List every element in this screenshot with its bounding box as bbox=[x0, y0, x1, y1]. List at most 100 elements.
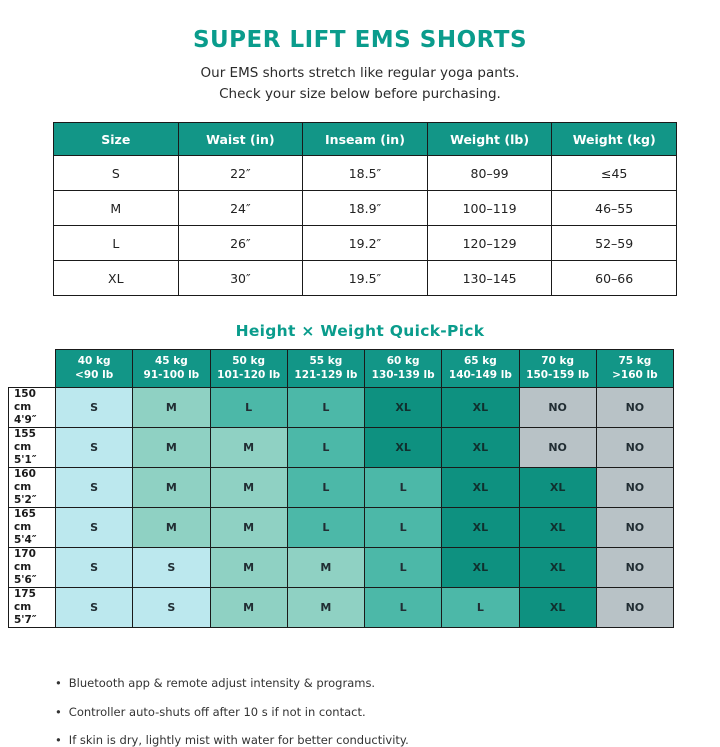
matrix-row-header: 165 cm 5'4″ bbox=[8, 507, 56, 548]
size-table-cell: 24″ bbox=[177, 190, 304, 226]
matrix-row: 175 cm 5'7″ S S M M L L XL NO bbox=[8, 587, 675, 628]
matrix-row-header-ft: 5'7″ bbox=[14, 614, 37, 626]
matrix-size-cell: L bbox=[363, 467, 443, 508]
quickpick-matrix: 40 kg <90 lb 45 kg 91-100 lb 50 kg 101-120 lb… bbox=[8, 349, 675, 628]
notes-list: • Bluetooth app & remote adjust intensity… bbox=[55, 676, 720, 747]
size-table-cell: 26″ bbox=[177, 225, 304, 261]
matrix-row-header-cm: 175 cm bbox=[14, 588, 36, 613]
matrix-size-cell: M bbox=[209, 547, 288, 588]
matrix-size-cell: NO bbox=[595, 507, 675, 548]
size-table-cell: 18.5″ bbox=[302, 155, 428, 191]
matrix-col-header-kg: 40 kg bbox=[77, 355, 111, 367]
size-table-body: S 22″ 18.5″ 80–99 ≤45 M 24″ 18.9″ 100–119 46–55 L 2… bbox=[53, 155, 677, 296]
matrix-row-header-cm: 150 cm bbox=[14, 388, 36, 413]
matrix-col-header-kg: 55 kg bbox=[309, 355, 343, 367]
matrix-size-cell: XL bbox=[518, 507, 597, 548]
matrix-size-cell: M bbox=[286, 547, 366, 588]
matrix-size-cell: S bbox=[54, 427, 134, 468]
matrix-row-header-cm: 160 cm bbox=[14, 468, 36, 493]
matrix-row: 170 cm 5'6″ S S M M L XL XL NO bbox=[8, 547, 675, 588]
size-table-cell: 60–66 bbox=[551, 260, 677, 296]
matrix-row-header-ft: 5'1″ bbox=[14, 454, 37, 466]
matrix-size-cell: M bbox=[209, 467, 288, 508]
matrix-size-cell: S bbox=[54, 587, 134, 628]
size-table-cell: 52–59 bbox=[551, 225, 677, 261]
size-table-row: S 22″ 18.5″ 80–99 ≤45 bbox=[53, 155, 677, 191]
matrix-row: 165 cm 5'4″ S M M L L XL XL NO bbox=[8, 507, 675, 548]
matrix-size-cell: XL bbox=[518, 547, 597, 588]
quickpick-matrix-header: 40 kg <90 lb 45 kg 91-100 lb 50 kg 101-120 lb… bbox=[8, 349, 675, 388]
matrix-size-cell: S bbox=[54, 467, 134, 508]
bullet-glyph: • bbox=[55, 676, 62, 690]
matrix-size-cell: NO bbox=[595, 427, 675, 468]
matrix-size-cell: NO bbox=[518, 387, 597, 428]
size-table-col-header: Size bbox=[53, 122, 179, 156]
matrix-size-cell: L bbox=[363, 587, 443, 628]
matrix-size-cell: XL bbox=[518, 467, 597, 508]
size-table-cell: 120–129 bbox=[426, 225, 553, 261]
size-table-row: L 26″ 19.2″ 120–129 52–59 bbox=[53, 225, 677, 261]
size-table-cell: 19.2″ bbox=[302, 225, 428, 261]
matrix-row-header: 170 cm 5'6″ bbox=[8, 547, 56, 588]
matrix-row-header-cm: 170 cm bbox=[14, 548, 36, 573]
size-table-header: Size Waist (in) Inseam (in) Weight (lb) Weig… bbox=[53, 122, 677, 156]
matrix-col-header-lb: <90 lb bbox=[75, 368, 114, 381]
matrix-col-header: 60 kg 130-139 lb bbox=[363, 349, 443, 388]
matrix-size-cell: L bbox=[209, 387, 288, 428]
note-text: Bluetooth app & remote adjust intensity … bbox=[68, 676, 376, 690]
matrix-size-cell: NO bbox=[595, 587, 675, 628]
size-table-cell: 80–99 bbox=[426, 155, 553, 191]
matrix-size-cell: XL bbox=[363, 387, 443, 428]
matrix-col-header-kg: 65 kg bbox=[463, 355, 497, 367]
size-table-cell: 30″ bbox=[177, 260, 304, 296]
matrix-row-header: 160 cm 5'2″ bbox=[8, 467, 56, 508]
matrix-size-cell: XL bbox=[441, 547, 520, 588]
matrix-size-cell: XL bbox=[441, 387, 520, 428]
subtitle-line-2: Check your size below before purchasing. bbox=[219, 86, 501, 102]
note-item: • Controller auto-shuts off after 10 s if… bbox=[55, 705, 720, 719]
matrix-size-cell: NO bbox=[595, 387, 675, 428]
matrix-row: 160 cm 5'2″ S M M L L XL XL NO bbox=[8, 467, 675, 508]
matrix-size-cell: M bbox=[132, 507, 211, 548]
matrix-size-cell: M bbox=[132, 427, 211, 468]
size-table-cell: 130–145 bbox=[426, 260, 553, 296]
matrix-col-header-lb: 150-159 lb bbox=[526, 368, 590, 381]
quickpick-heading: Height × Weight Quick-Pick bbox=[235, 322, 485, 340]
matrix-size-cell: XL bbox=[518, 587, 597, 628]
matrix-col-header-kg: 70 kg bbox=[541, 355, 575, 367]
quickpick-matrix-body: 150 cm 4'9″ S M L L XL XL NO NO 155 cm 5'1″ S M M L XL XL… bbox=[8, 387, 675, 628]
matrix-row-header-ft: 5'6″ bbox=[14, 574, 37, 586]
matrix-col-header: 55 kg 121-129 lb bbox=[286, 349, 366, 388]
matrix-row-header: 175 cm 5'7″ bbox=[8, 587, 56, 628]
matrix-size-cell: L bbox=[286, 387, 366, 428]
size-table-row: XL 30″ 19.5″ 130–145 60–66 bbox=[53, 260, 677, 296]
matrix-row-header: 155 cm 5'1″ bbox=[8, 427, 56, 468]
matrix-size-cell: L bbox=[363, 547, 443, 588]
matrix-row-header: 150 cm 4'9″ bbox=[8, 387, 56, 428]
matrix-size-cell: M bbox=[209, 587, 288, 628]
matrix-col-header-kg: 75 kg bbox=[618, 355, 652, 367]
matrix-size-cell: S bbox=[54, 507, 134, 548]
size-table-cell: 18.9″ bbox=[302, 190, 428, 226]
matrix-size-cell: L bbox=[286, 507, 366, 548]
matrix-size-cell: S bbox=[132, 547, 211, 588]
matrix-size-cell: NO bbox=[518, 427, 597, 468]
note-text: If skin is dry, lightly mist with water … bbox=[68, 733, 409, 747]
matrix-col-header-lb: 140-149 lb bbox=[448, 368, 512, 381]
matrix-size-cell: M bbox=[286, 587, 366, 628]
matrix-col-header-kg: 45 kg bbox=[154, 355, 188, 367]
matrix-size-cell: NO bbox=[595, 467, 675, 508]
matrix-size-cell: XL bbox=[441, 467, 520, 508]
matrix-col-header: 65 kg 140-149 lb bbox=[441, 349, 520, 388]
matrix-size-cell: L bbox=[363, 507, 443, 548]
size-table-col-header: Weight (lb) bbox=[426, 122, 553, 156]
size-table: Size Waist (in) Inseam (in) Weight (lb) Weig… bbox=[53, 122, 677, 296]
page-title: SUPER LIFT EMS SHORTS bbox=[192, 27, 528, 53]
matrix-size-cell: XL bbox=[363, 427, 443, 468]
matrix-size-cell: S bbox=[54, 547, 134, 588]
matrix-row: 150 cm 4'9″ S M L L XL XL NO NO bbox=[8, 387, 675, 428]
size-table-cell: S bbox=[53, 155, 179, 191]
matrix-col-header: 40 kg <90 lb bbox=[54, 349, 134, 388]
matrix-row: 155 cm 5'1″ S M M L XL XL NO NO bbox=[8, 427, 675, 468]
size-table-cell: 19.5″ bbox=[302, 260, 428, 296]
